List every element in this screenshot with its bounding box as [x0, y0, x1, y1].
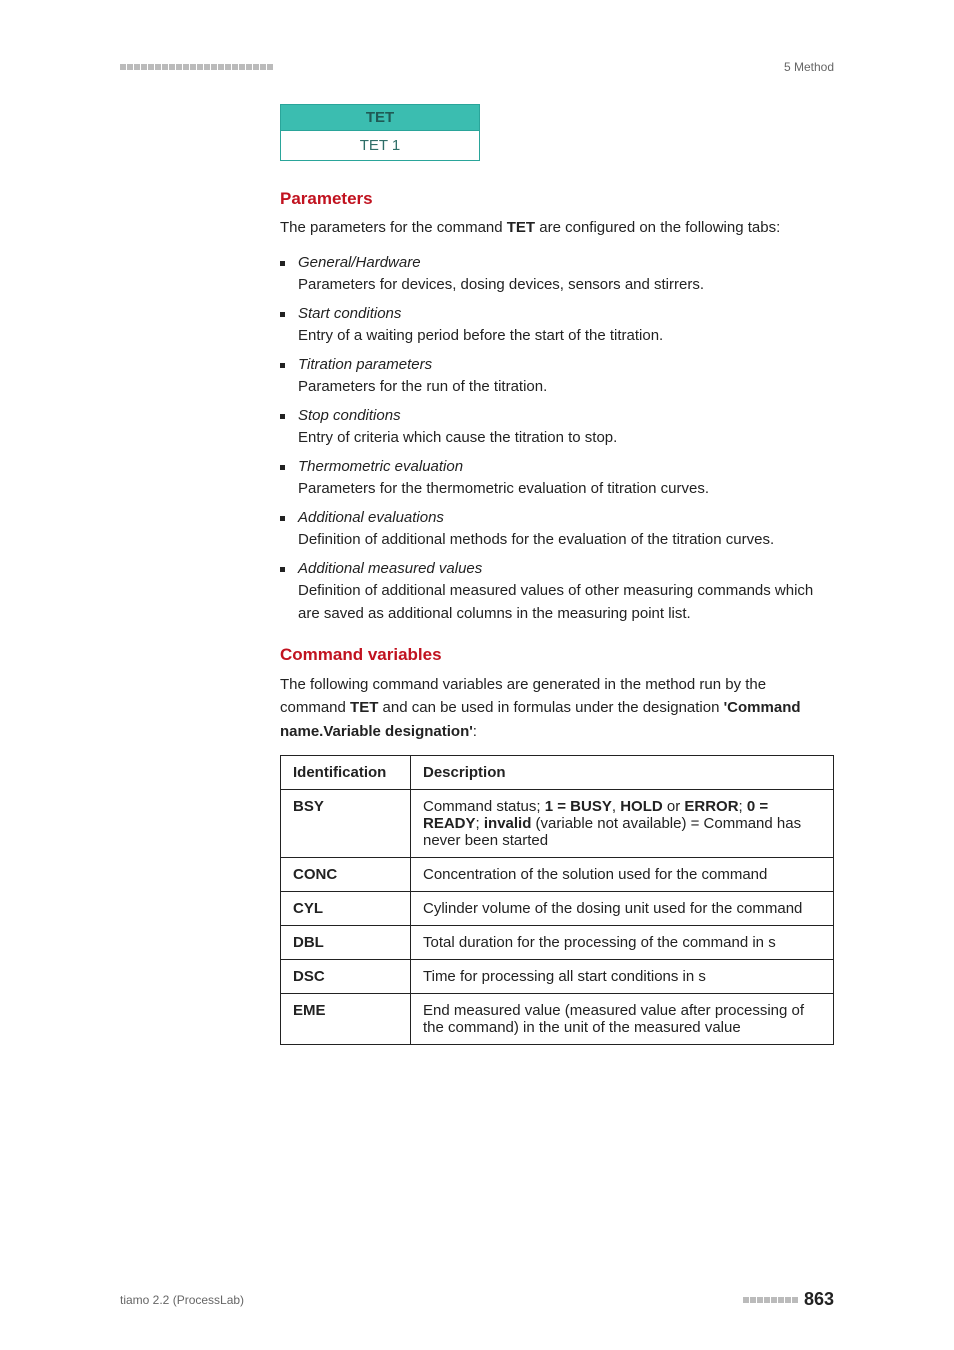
parameters-list-item: Additional evaluations Definition of addi…	[280, 507, 834, 552]
table-row: DBLTotal duration for the processing of …	[281, 925, 834, 959]
table-row: CYLCylinder volume of the dosing unit us…	[281, 891, 834, 925]
parameters-list-item: Stop conditions Entry of criteria which c…	[280, 405, 834, 450]
cmdvar-id: BSY	[281, 789, 411, 857]
tet-card-value: TET 1	[281, 131, 479, 160]
parameters-intro-cmd: TET	[507, 219, 535, 236]
footer-product: tiamo 2.2 (ProcessLab)	[120, 1293, 244, 1307]
cmdvars-intro-suffix: :	[473, 723, 477, 740]
cmdvars-table: Identification Description BSYCommand st…	[280, 755, 834, 1045]
parameters-item-title: Titration parameters	[298, 356, 432, 373]
cmdvar-desc: Time for processing all start conditions…	[411, 959, 834, 993]
parameters-item-title: Thermometric evaluation	[298, 458, 463, 475]
cmdvar-desc: Command status; 1 = BUSY, HOLD or ERROR;…	[411, 789, 834, 857]
footer-page-number: 863	[804, 1289, 834, 1310]
cmdvar-desc: Cylinder volume of the dosing unit used …	[411, 891, 834, 925]
table-row: EMEEnd measured value (measured value af…	[281, 993, 834, 1044]
main-content: TET TET 1 Parameters The parameters for …	[280, 104, 834, 1045]
parameters-item-desc: Entry of a waiting period before the sta…	[298, 325, 834, 348]
parameters-item-desc: Definition of additional measured values…	[298, 580, 834, 625]
table-row: CONCConcentration of the solution used f…	[281, 857, 834, 891]
parameters-item-desc: Entry of criteria which cause the titrat…	[298, 427, 834, 450]
cmdvar-desc-bold: ERROR	[684, 798, 738, 815]
cmdvar-id: CONC	[281, 857, 411, 891]
parameters-item-title: Additional measured values	[298, 560, 482, 577]
cmdvar-desc-bold: invalid	[484, 815, 532, 832]
parameters-item-title: Stop conditions	[298, 407, 401, 424]
parameters-item-title: Start conditions	[298, 305, 401, 322]
table-header-row: Identification Description	[281, 755, 834, 789]
cmdvars-heading: Command variables	[280, 645, 834, 665]
cmdvar-id: EME	[281, 993, 411, 1044]
page-header: 5 Method	[120, 60, 834, 74]
parameters-item-desc: Parameters for devices, dosing devices, …	[298, 274, 834, 297]
col-identification: Identification	[281, 755, 411, 789]
page-footer: tiamo 2.2 (ProcessLab) 863	[120, 1289, 834, 1310]
parameters-heading: Parameters	[280, 189, 834, 209]
parameters-item-title: General/Hardware	[298, 254, 421, 271]
parameters-list: General/Hardware Parameters for devices, …	[280, 252, 834, 626]
parameters-item-desc: Parameters for the run of the titration.	[298, 376, 834, 399]
parameters-intro: The parameters for the command TET are c…	[280, 217, 834, 240]
cmdvars-intro: The following command variables are gene…	[280, 673, 834, 743]
tet-card: TET TET 1	[280, 104, 480, 161]
table-row: BSYCommand status; 1 = BUSY, HOLD or ERR…	[281, 789, 834, 857]
parameters-intro-suffix: are configured on the following tabs:	[535, 219, 780, 236]
header-dots	[120, 64, 273, 70]
parameters-intro-prefix: The parameters for the command	[280, 219, 507, 236]
cmdvars-intro-mid: and can be used in formulas under the de…	[378, 699, 723, 716]
parameters-list-item: Additional measured values Definition of …	[280, 558, 834, 626]
tet-card-title: TET	[281, 105, 479, 131]
table-row: DSCTime for processing all start conditi…	[281, 959, 834, 993]
cmdvar-id: DBL	[281, 925, 411, 959]
footer-dots	[743, 1297, 798, 1303]
parameters-list-item: General/Hardware Parameters for devices, …	[280, 252, 834, 297]
col-description: Description	[411, 755, 834, 789]
cmdvar-desc: Total duration for the processing of the…	[411, 925, 834, 959]
parameters-list-item: Thermometric evaluation Parameters for th…	[280, 456, 834, 501]
cmdvar-desc: End measured value (measured value after…	[411, 993, 834, 1044]
cmdvar-id: CYL	[281, 891, 411, 925]
cmdvars-intro-cmd: TET	[350, 699, 378, 716]
footer-right: 863	[743, 1289, 834, 1310]
parameters-item-title: Additional evaluations	[298, 509, 444, 526]
parameters-list-item: Titration parameters Parameters for the r…	[280, 354, 834, 399]
page: 5 Method TET TET 1 Parameters The parame…	[0, 0, 954, 1350]
cmdvar-desc-bold: HOLD	[620, 798, 663, 815]
parameters-list-item: Start conditions Entry of a waiting perio…	[280, 303, 834, 348]
cmdvar-desc: Concentration of the solution used for t…	[411, 857, 834, 891]
header-section-label: 5 Method	[784, 60, 834, 74]
parameters-item-desc: Definition of additional methods for the…	[298, 529, 834, 552]
cmdvar-desc-bold: 1 = BUSY	[545, 798, 612, 815]
cmdvar-id: DSC	[281, 959, 411, 993]
parameters-item-desc: Parameters for the thermometric evaluati…	[298, 478, 834, 501]
